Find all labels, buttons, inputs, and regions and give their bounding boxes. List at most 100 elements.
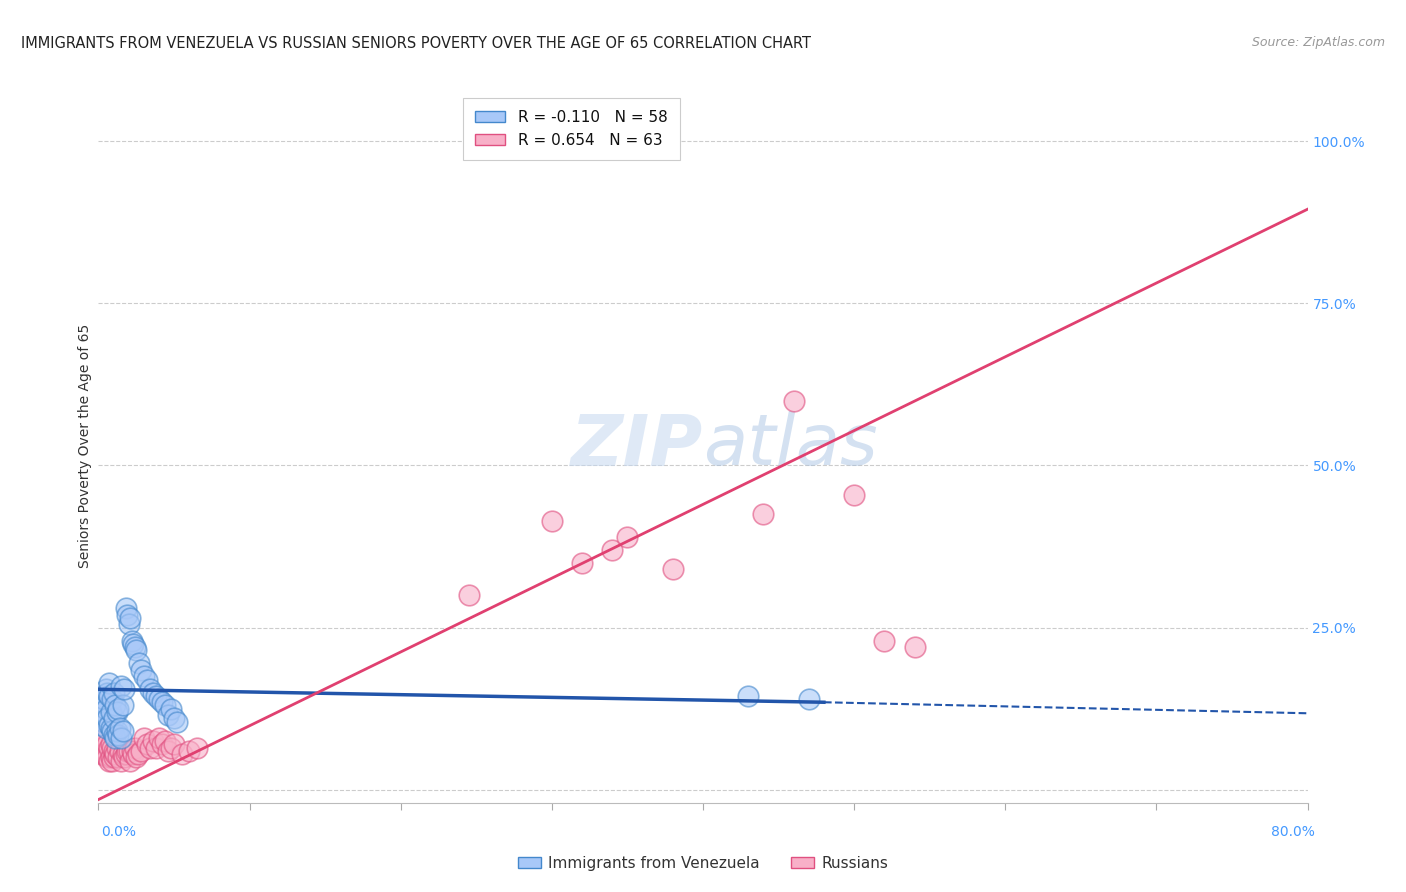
Point [160, 740, 183, 755]
Point [127, 747, 149, 761]
Text: Source: ZipAtlas.com: Source: ZipAtlas.com [1251, 36, 1385, 49]
Point [160, 702, 183, 716]
Point [105, 705, 128, 719]
Point [98, 754, 121, 768]
Point [166, 714, 188, 729]
Point [112, 750, 135, 764]
Point [111, 698, 134, 713]
Point [170, 747, 193, 761]
Point [93, 747, 115, 761]
Point [98, 740, 121, 755]
Point [110, 754, 132, 768]
Point [93, 692, 115, 706]
Point [139, 740, 162, 755]
Point [107, 728, 129, 742]
Point [540, 514, 562, 528]
Point [89, 744, 111, 758]
Point [100, 750, 122, 764]
Point [873, 633, 896, 648]
Point [93, 734, 115, 748]
Point [128, 657, 150, 671]
Point [129, 744, 152, 758]
Point [844, 488, 866, 502]
Point [94, 744, 117, 758]
Point [103, 728, 125, 742]
Point [752, 507, 775, 521]
Point [135, 673, 157, 687]
Point [129, 663, 152, 677]
Point [96, 685, 118, 699]
Point [114, 601, 136, 615]
Point [142, 685, 165, 699]
Point [111, 747, 134, 761]
Point [101, 754, 124, 768]
Point [737, 689, 759, 703]
Point [153, 734, 176, 748]
Point [96, 738, 118, 752]
Point [115, 607, 138, 622]
Point [457, 588, 479, 602]
Point [94, 721, 117, 735]
Point [103, 744, 125, 758]
Point [94, 731, 117, 745]
Point [107, 702, 129, 716]
Point [98, 718, 121, 732]
Point [103, 711, 125, 725]
Point [105, 740, 128, 755]
Point [602, 542, 624, 557]
Text: 0.0%: 0.0% [101, 825, 136, 839]
Text: 80.0%: 80.0% [1271, 825, 1315, 839]
Point [115, 744, 138, 758]
Point [103, 685, 125, 699]
Point [145, 740, 167, 755]
Point [145, 689, 167, 703]
Point [98, 689, 121, 703]
Point [132, 669, 155, 683]
Point [104, 731, 127, 745]
Point [90, 718, 112, 732]
Point [91, 744, 114, 758]
Point [90, 747, 112, 761]
Point [153, 698, 176, 713]
Point [163, 711, 186, 725]
Point [132, 731, 155, 745]
Point [108, 744, 131, 758]
Point [122, 637, 145, 651]
Point [101, 740, 124, 755]
Text: atlas: atlas [703, 411, 877, 481]
Text: ZIP: ZIP [571, 411, 703, 481]
Point [104, 698, 127, 713]
Point [101, 724, 124, 739]
Point [156, 744, 179, 758]
Point [110, 731, 132, 745]
Point [121, 744, 143, 758]
Point [100, 738, 122, 752]
Point [110, 679, 132, 693]
Point [91, 731, 114, 745]
Point [112, 682, 135, 697]
Point [163, 738, 186, 752]
Point [89, 698, 111, 713]
Point [124, 640, 146, 654]
Point [93, 714, 115, 729]
Point [96, 750, 118, 764]
Point [120, 611, 142, 625]
Point [125, 643, 148, 657]
Point [124, 740, 146, 755]
Point [91, 695, 114, 709]
Point [186, 740, 208, 755]
Point [90, 689, 112, 703]
Point [179, 744, 201, 758]
Point [91, 705, 114, 719]
Point [148, 731, 170, 745]
Point [142, 734, 165, 748]
Point [150, 738, 173, 752]
Point [148, 692, 170, 706]
Point [118, 744, 141, 758]
Point [150, 695, 173, 709]
Point [125, 750, 148, 764]
Point [121, 633, 143, 648]
Point [120, 754, 142, 768]
Point [100, 705, 122, 719]
Point [111, 724, 134, 739]
